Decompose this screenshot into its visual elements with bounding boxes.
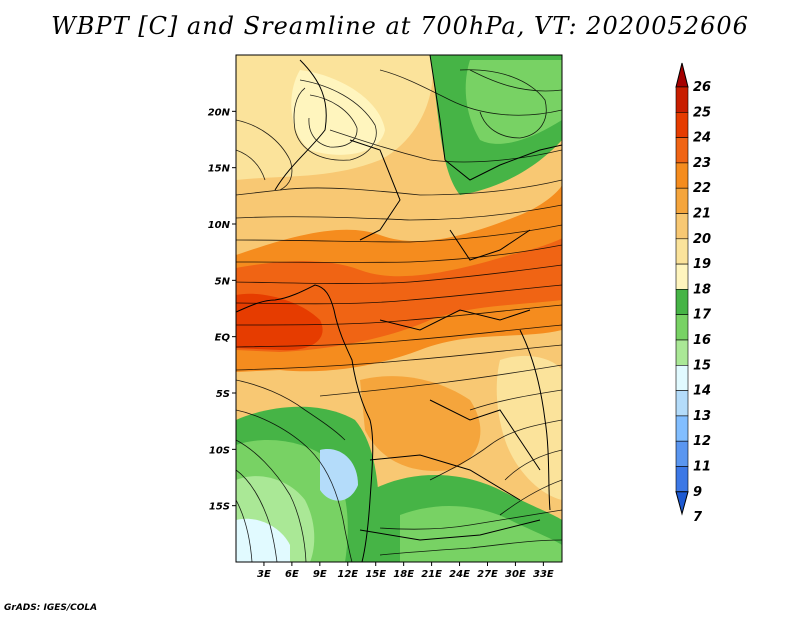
x-tick-label: 6E (285, 569, 299, 580)
country-borders (236, 55, 562, 562)
x-tick-label: 18E (393, 569, 414, 580)
wbpt-21-south (360, 376, 481, 471)
plot-title: WBPT [C] and Sreamline at 700hPa, VT: 20… (51, 12, 749, 40)
colorbar-label: 16 (693, 333, 711, 348)
colorbar: 26 25 24 23 22 21 20 19 18 17 16 15 14 13 12 11 9 7 (675, 62, 712, 525)
colorbar-swatch (675, 440, 689, 467)
wbpt-16-southeast (400, 505, 562, 562)
colorbar-swatch (675, 364, 689, 391)
colorbar-label: 15 (693, 358, 711, 373)
colorbar-label: 18 (693, 282, 711, 297)
colorbar-swatch (675, 466, 689, 493)
colorbar-swatch (675, 339, 689, 366)
colorbar-label: 26 (693, 80, 711, 95)
wbpt-cold-patch (320, 449, 358, 501)
wbpt-16-northeast (465, 60, 562, 144)
wbpt-19-east (496, 355, 562, 500)
map-plot-area (236, 55, 562, 562)
y-tick-label: 5S (216, 389, 230, 400)
x-tick-label: 33E (533, 569, 554, 580)
colorbar-label: 12 (693, 434, 711, 449)
y-tick-label: 20N (208, 107, 231, 118)
colorbar-swatch (675, 137, 689, 164)
x-tick-label: 3E (257, 569, 271, 580)
colorbar-swatch (675, 314, 689, 341)
colorbar-label: 25 (693, 105, 711, 120)
y-tick-label: 10N (208, 220, 231, 231)
colorbar-label: 23 (693, 156, 711, 171)
x-tick-label: 24E (449, 569, 470, 580)
colorbar-label: 11 (693, 460, 711, 475)
colorbar-swatch (675, 390, 689, 417)
footer-credit: GrADS: IGES/COLA (4, 603, 98, 613)
y-tick-label: 5N (215, 276, 231, 287)
colorbar-swatch (675, 213, 689, 240)
colorbar-label: 24 (693, 131, 711, 146)
y-axis: 20N 15N 10N 5N EQ 5S 10S 15S (208, 107, 236, 513)
colorbar-swatch (675, 289, 689, 315)
colorbar-label: 14 (693, 384, 711, 399)
colorbar-label: 17 (693, 308, 712, 323)
colorbar-min-arrow (675, 491, 689, 516)
x-tick-label: 15E (365, 569, 386, 580)
colorbar-label: 19 (693, 257, 711, 272)
y-tick-label: 15N (208, 164, 231, 175)
colorbar-swatch (675, 238, 689, 265)
map-frame (235, 54, 563, 563)
colorbar-swatch (675, 112, 689, 138)
wbpt-23-patch-west (236, 293, 323, 351)
y-tick-label: 15S (209, 502, 230, 513)
colorbar-label: 13 (693, 409, 711, 424)
x-tick-label: 9E (313, 569, 327, 580)
y-tick-label: EQ (215, 333, 231, 344)
colorbar-label: 9 (693, 485, 702, 500)
colorbar-label: 20 (693, 232, 711, 247)
wbpt-14-southwest (236, 518, 290, 562)
colorbar-label: 7 (693, 510, 703, 525)
colorbar-swatch (675, 415, 689, 442)
colorbar-swatch (675, 162, 689, 189)
x-tick-label: 12E (337, 569, 358, 580)
x-tick-label: 27E (477, 569, 498, 580)
colorbar-label: 22 (693, 181, 711, 196)
streamlines (236, 69, 562, 562)
colorbar-swatch (675, 187, 689, 214)
colorbar-swatch (675, 263, 689, 290)
wbpt-18-north (291, 70, 385, 155)
colorbar-label: 21 (693, 207, 711, 222)
x-axis: 3E 6E 9E 12E 15E 18E 21E 24E 27E 30E 33E (257, 562, 554, 580)
y-tick-label: 10S (209, 445, 230, 456)
colorbar-max-arrow (675, 62, 689, 88)
x-tick-label: 30E (505, 569, 526, 580)
colorbar-swatch (675, 86, 689, 113)
x-tick-label: 21E (421, 569, 442, 580)
